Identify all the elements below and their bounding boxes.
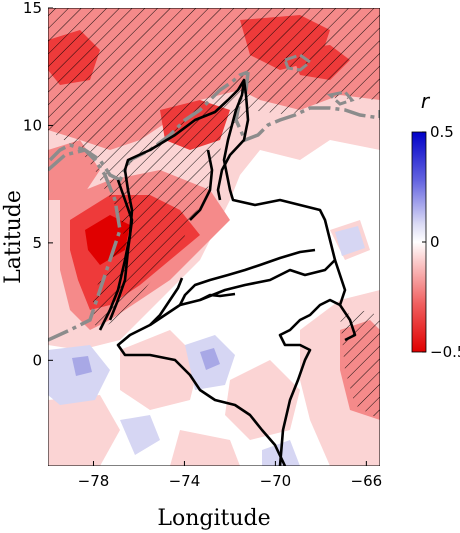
y-axis: 0 5 10 15: [23, 0, 53, 369]
x-axis: −78 −74 −70 −66: [78, 461, 383, 490]
colorbar: r 0.5 0 −0.5: [411, 89, 460, 361]
x-axis-title: Longitude: [157, 506, 270, 531]
correlation-map: [48, 8, 380, 466]
y-tick-label: 0: [32, 351, 42, 369]
y-tick-label: 5: [32, 234, 42, 252]
colorbar-title: r: [421, 89, 431, 113]
moderate-positive-areas: [72, 348, 220, 376]
colorbar-tick-label: 0.5: [430, 123, 454, 141]
colorbar-tick-label: 0: [430, 233, 440, 251]
colorbar-tick-label: −0.5: [430, 343, 460, 361]
x-tick-label: −66: [351, 472, 383, 490]
x-tick-label: −78: [78, 472, 110, 490]
y-tick-label: 10: [23, 116, 42, 134]
colorbar-ticks: 0.5 0 −0.5: [422, 123, 460, 361]
x-tick-label: −70: [260, 472, 292, 490]
coastline-islands: [283, 53, 355, 106]
x-tick-label: −74: [169, 472, 201, 490]
y-tick-label: 15: [23, 0, 42, 17]
y-axis-title: Latitude: [1, 190, 26, 284]
country-borders: [98, 78, 357, 466]
